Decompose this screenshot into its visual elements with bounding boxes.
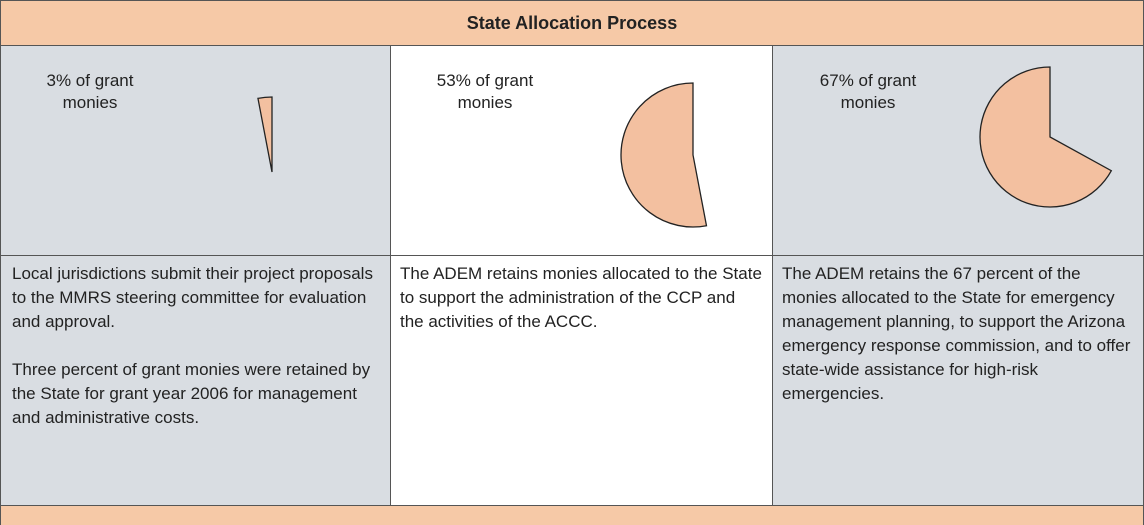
pie-label: 3% of grant monies: [46, 71, 134, 112]
description: The ADEM retains monies allocated to the…: [400, 262, 762, 358]
paragraph: Local jurisdictions submit their project…: [12, 264, 373, 331]
pie-slice: [620, 82, 708, 228]
paragraph: The ADEM retains the 67 percent of the m…: [782, 264, 1131, 403]
cell: [0, 255, 391, 506]
header: State Allocation Process: [0, 0, 1144, 46]
cell: [772, 255, 1144, 506]
cell: [772, 45, 1144, 256]
pie-slice: [979, 66, 1113, 208]
description: Local jurisdictions submit their project…: [12, 262, 384, 454]
paragraph: The ADEM retains monies allocated to the…: [400, 264, 762, 331]
description: The ADEM retains the 67 percent of the m…: [782, 262, 1134, 430]
pie-slice: [257, 96, 273, 173]
cell: [0, 45, 391, 256]
pie-label: 53% of grant monies: [436, 71, 534, 112]
paragraph: Three percent of grant monies were retai…: [12, 360, 371, 427]
pie-label: 67% of grant monies: [819, 71, 917, 112]
